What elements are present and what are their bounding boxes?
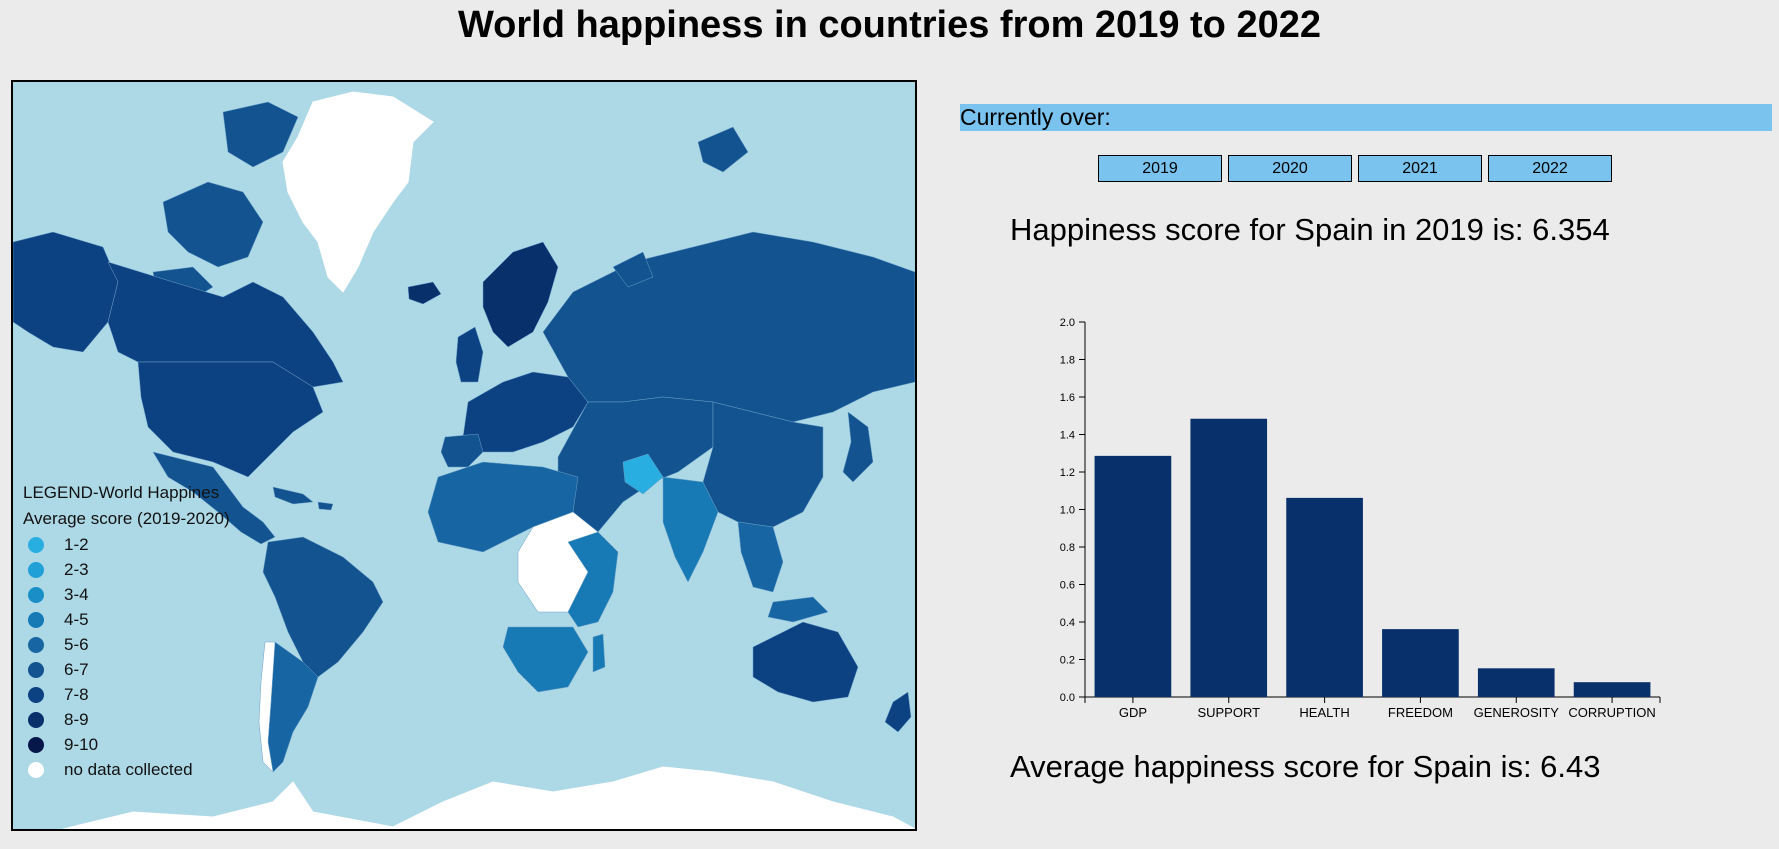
- y-tick-label: 0.8: [1060, 542, 1075, 554]
- legend-title: LEGEND-World Happines: [23, 483, 220, 502]
- country-greenland[interactable]: [282, 91, 434, 293]
- year-button-2020[interactable]: 2020: [1228, 155, 1352, 182]
- country-russia[interactable]: [542, 231, 915, 423]
- region-east-africa[interactable]: [567, 531, 619, 628]
- x-tick-label: CORRUPTION: [1568, 705, 1655, 720]
- legend-swatch: [28, 611, 44, 628]
- legend-swatch: [28, 661, 44, 678]
- y-tick-label: 0.0: [1060, 692, 1075, 704]
- legend-label: 8-9: [64, 710, 89, 729]
- country-madagascar[interactable]: [592, 633, 606, 673]
- legend-item: no data collected: [23, 757, 230, 782]
- hover-info-bar: Currently over:: [960, 104, 1772, 131]
- hover-label: Currently over:: [960, 104, 1111, 130]
- y-tick-label: 1.4: [1060, 430, 1075, 442]
- region-southeast-asia[interactable]: [737, 521, 829, 623]
- legend-item: 5-6: [23, 632, 230, 657]
- region-antarctica[interactable]: [62, 766, 915, 829]
- year-button-2022[interactable]: 2022: [1488, 155, 1612, 182]
- country-new-zealand[interactable]: [884, 691, 912, 733]
- bar-generosity: [1477, 668, 1555, 697]
- country-scandinavia[interactable]: [482, 241, 559, 348]
- y-tick-label: 1.6: [1060, 392, 1075, 404]
- legend-label: 4-5: [64, 610, 89, 629]
- factor-bar-chart: 0.0 0.2 0.4 0.6 0.8 1.0 1.2 1.4 1.6 1.8 2.0 GDP SUPP…: [1060, 317, 1661, 720]
- bar-corruption: [1573, 682, 1651, 697]
- y-tick-label: 2.0: [1060, 317, 1075, 329]
- average-score-text: Average happiness score for Spain is: 6.…: [1010, 749, 1601, 784]
- legend-item: 7-8: [23, 682, 230, 707]
- region-russia-arctic[interactable]: [612, 126, 749, 288]
- y-tick-label: 0.6: [1060, 580, 1075, 592]
- legend-label: 2-3: [64, 560, 89, 579]
- map-legend: LEGEND-World Happines Average score (201…: [23, 480, 230, 782]
- legend-label: 7-8: [64, 685, 89, 704]
- map-canvas[interactable]: [13, 82, 915, 829]
- legend-label: no data collected: [64, 760, 193, 779]
- x-tick-label: GENEROSITY: [1474, 705, 1560, 720]
- country-spain[interactable]: [440, 433, 484, 468]
- country-mexico[interactable]: [152, 451, 276, 545]
- legend-label: 3-4: [64, 585, 89, 604]
- legend-swatch: [28, 586, 44, 603]
- legend-swatch: [28, 536, 44, 553]
- bar-freedom: [1382, 629, 1459, 697]
- legend-item: 3-4: [23, 582, 230, 607]
- legend-item: 2-3: [23, 557, 230, 582]
- country-afghanistan[interactable]: [622, 453, 664, 495]
- y-tick-label: 1.2: [1060, 467, 1075, 479]
- x-tick-label: SUPPORT: [1197, 705, 1260, 720]
- bar-support: [1190, 418, 1268, 697]
- country-china[interactable]: [702, 401, 824, 528]
- y-tick-label: 0.4: [1060, 617, 1075, 629]
- legend-label: 6-7: [64, 660, 89, 679]
- legend-label: 1-2: [64, 535, 89, 554]
- legend-swatch: [28, 636, 44, 653]
- country-chile[interactable]: [258, 641, 276, 773]
- region-caribbean[interactable]: [272, 486, 334, 511]
- year-button-2019[interactable]: 2019: [1098, 155, 1222, 182]
- x-tick-label: HEALTH: [1299, 705, 1349, 720]
- x-tick-label: FREEDOM: [1388, 705, 1453, 720]
- legend-item: 1-2: [23, 532, 230, 557]
- legend-swatch: [28, 736, 44, 753]
- country-iceland[interactable]: [407, 281, 442, 305]
- legend-item: 9-10: [23, 732, 230, 757]
- country-brazil[interactable]: [262, 536, 384, 678]
- legend-item: 6-7: [23, 657, 230, 682]
- happiness-score-text: Happiness score for Spain in 2019 is: 6.…: [1010, 212, 1610, 247]
- country-uk[interactable]: [455, 326, 484, 383]
- legend-item: 8-9: [23, 707, 230, 732]
- legend-label: 5-6: [64, 635, 89, 654]
- legend-swatch: [28, 761, 44, 778]
- legend-item: 4-5: [23, 607, 230, 632]
- region-southern-africa[interactable]: [502, 626, 589, 693]
- legend-swatch: [28, 561, 44, 578]
- legend-swatch: [28, 686, 44, 703]
- country-usa[interactable]: [137, 361, 324, 478]
- bar-health: [1286, 497, 1363, 697]
- bar-gdp: [1094, 455, 1172, 697]
- country-canada-islands[interactable]: [152, 101, 299, 303]
- page-title: World happiness in countries from 2019 t…: [458, 4, 1321, 46]
- year-button-2021[interactable]: 2021: [1358, 155, 1482, 182]
- country-japan[interactable]: [842, 411, 874, 483]
- world-map[interactable]: LEGEND-World Happines Average score (201…: [11, 80, 917, 831]
- y-tick-label: 1.0: [1060, 505, 1075, 517]
- country-australia[interactable]: [752, 621, 859, 703]
- country-usa-alaska[interactable]: [13, 231, 119, 353]
- year-selector: 2019 2020 2021 2022: [1098, 155, 1612, 182]
- legend-label: 9-10: [64, 735, 99, 754]
- x-tick-label: GDP: [1119, 705, 1147, 720]
- y-tick-label: 0.2: [1060, 655, 1075, 667]
- y-tick-label: 1.8: [1060, 355, 1075, 367]
- legend-subtitle: Average score (2019-2020): [23, 509, 230, 528]
- legend-swatch: [28, 711, 44, 728]
